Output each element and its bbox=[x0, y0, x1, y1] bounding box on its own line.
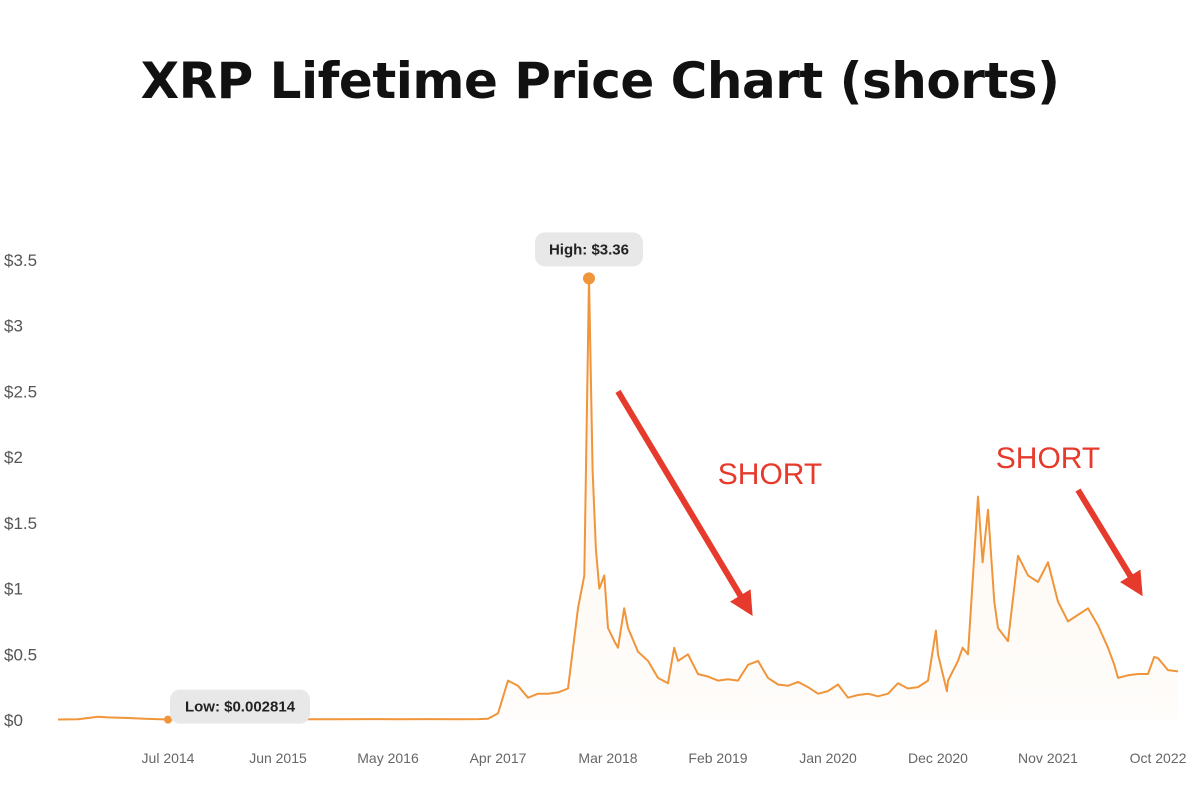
y-tick-label: $3 bbox=[4, 317, 23, 336]
x-tick-label: Feb 2019 bbox=[688, 750, 747, 766]
price-line bbox=[57, 277, 1179, 721]
low-point-marker bbox=[164, 715, 172, 724]
y-tick-label: $0 bbox=[4, 711, 23, 730]
x-tick-label: Jan 2020 bbox=[799, 750, 857, 766]
y-tick-label: $2 bbox=[4, 448, 23, 467]
y-tick-label: $3.5 bbox=[4, 251, 37, 270]
chart-title: XRP Lifetime Price Chart (shorts) bbox=[140, 52, 1060, 110]
low-label-bubble bbox=[170, 689, 310, 724]
annotations: High: $3.36 Low: $0.002814 SHORT SHORT bbox=[164, 232, 1143, 724]
x-axis: Jul 2014 Jun 2015 May 2016 Apr 2017 Mar 2018… bbox=[142, 750, 1187, 766]
high-label-bubble bbox=[534, 232, 643, 267]
low-label: Low: $0.002814 bbox=[185, 699, 296, 716]
short-label: SHORT bbox=[996, 442, 1100, 475]
y-tick-label: $1.5 bbox=[4, 514, 37, 533]
high-point-marker bbox=[582, 272, 595, 285]
x-tick-label: Nov 2021 bbox=[1018, 750, 1078, 766]
x-tick-label: May 2016 bbox=[357, 750, 419, 766]
x-tick-label: Jun 2015 bbox=[249, 750, 307, 766]
high-label: High: $3.36 bbox=[549, 241, 629, 258]
x-tick-label: Mar 2018 bbox=[578, 750, 637, 766]
x-tick-label: Jul 2014 bbox=[142, 750, 195, 766]
y-tick-label: $2.5 bbox=[4, 382, 37, 401]
short-arrow bbox=[615, 389, 753, 617]
y-tick-label: $0.5 bbox=[4, 645, 37, 664]
y-axis: $0 $0.5 $1 $1.5 $2 $2.5 $3 $3.5 bbox=[4, 251, 37, 730]
x-tick-label: Apr 2017 bbox=[470, 750, 527, 766]
x-tick-label: Oct 2022 bbox=[1130, 750, 1187, 766]
y-tick-label: $1 bbox=[4, 580, 23, 599]
x-tick-label: Dec 2020 bbox=[908, 750, 968, 766]
short-arrow bbox=[1075, 488, 1143, 597]
short-label: SHORT bbox=[718, 458, 822, 491]
price-area bbox=[58, 278, 1178, 720]
